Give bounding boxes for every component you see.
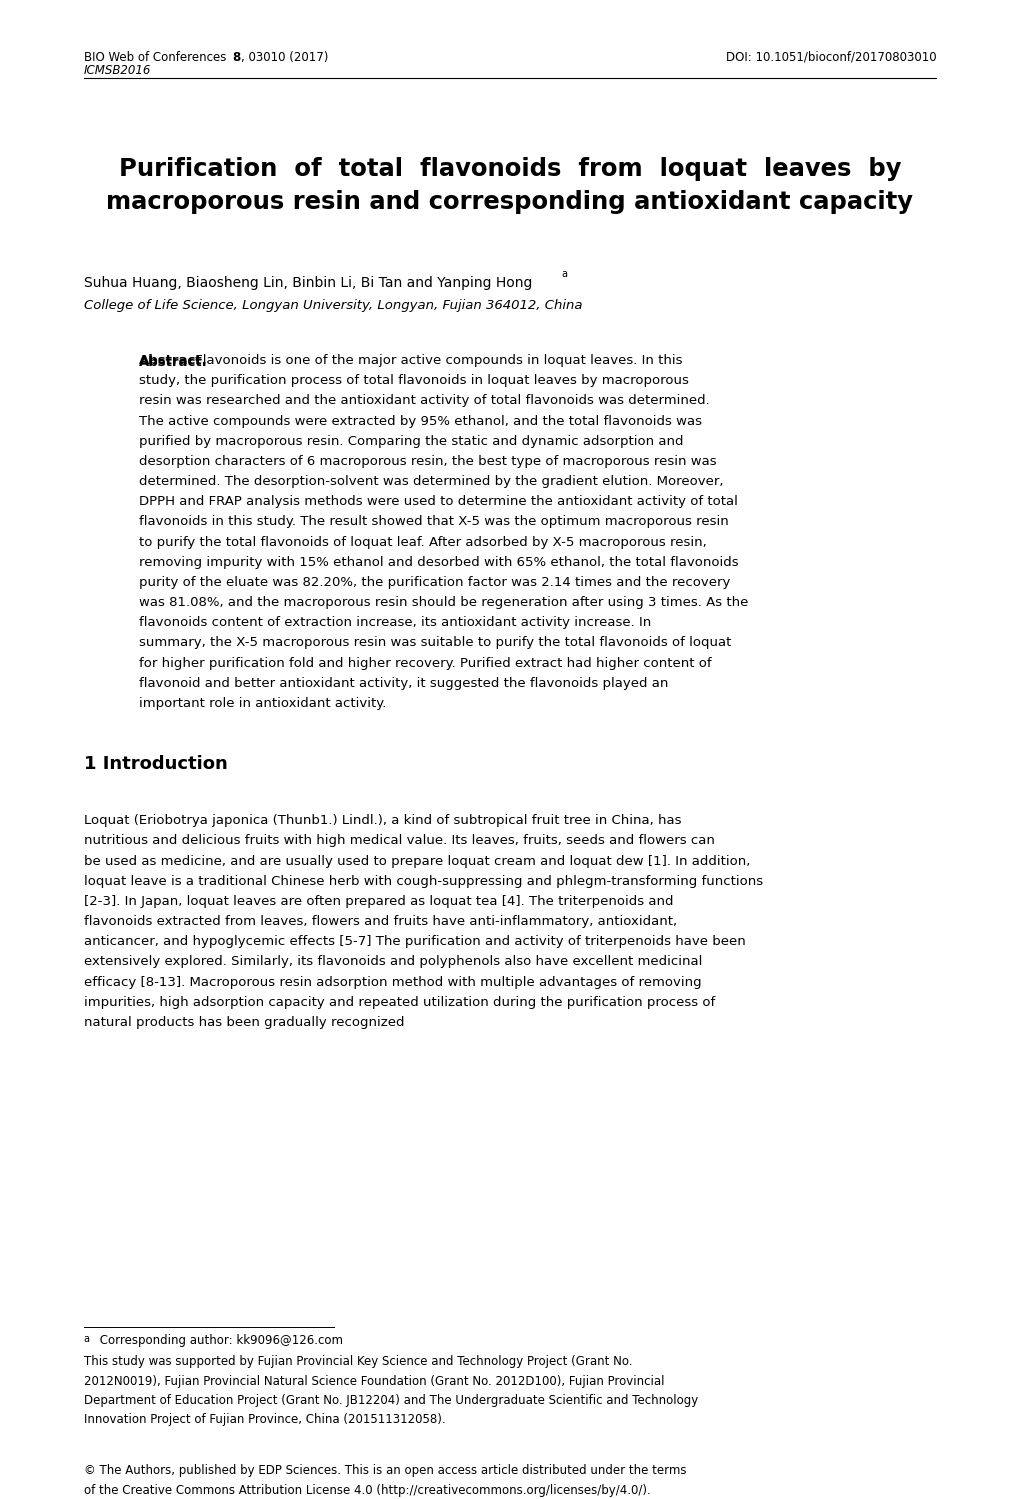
Text: Corresponding author: kk9096@126.com: Corresponding author: kk9096@126.com xyxy=(96,1334,342,1348)
Text: Loquat (Eriobotrya japonica (Thunb1.) Lindl.), a kind of subtropical fruit tree : Loquat (Eriobotrya japonica (Thunb1.) Li… xyxy=(84,814,681,827)
Text: [2-3]. In Japan, loquat leaves are often prepared as loquat tea [4]. The triterp: [2-3]. In Japan, loquat leaves are often… xyxy=(84,895,673,908)
Text: Abstract.: Abstract. xyxy=(139,354,207,367)
Text: efficacy [8-13]. Macroporous resin adsorption method with multiple advantages of: efficacy [8-13]. Macroporous resin adsor… xyxy=(84,976,700,989)
Text: ICMSB2016: ICMSB2016 xyxy=(84,64,151,78)
Text: purified by macroporous resin. Comparing the static and dynamic adsorption and: purified by macroporous resin. Comparing… xyxy=(139,435,683,448)
Text: of the Creative Commons Attribution License 4.0 (http://creativecommons.org/lice: of the Creative Commons Attribution Lice… xyxy=(84,1484,650,1496)
Text: BIO Web of Conferences: BIO Web of Conferences xyxy=(84,51,229,64)
Text: Department of Education Project (Grant No. JB12204) and The Undergraduate Scient: Department of Education Project (Grant N… xyxy=(84,1394,697,1408)
Text: impurities, high adsorption capacity and repeated utilization during the purific: impurities, high adsorption capacity and… xyxy=(84,995,714,1009)
Text: extensively explored. Similarly, its flavonoids and polyphenols also have excell: extensively explored. Similarly, its fla… xyxy=(84,955,701,968)
Text: nutritious and delicious fruits with high medical value. Its leaves, fruits, see: nutritious and delicious fruits with hig… xyxy=(84,835,713,847)
Text: a: a xyxy=(84,1334,90,1345)
Text: Suhua Huang, Biaosheng Lin, Binbin Li, Bi Tan and Yanping Hong: Suhua Huang, Biaosheng Lin, Binbin Li, B… xyxy=(84,276,531,291)
Text: flavonoids in this study. The result showed that X-5 was the optimum macroporous: flavonoids in this study. The result sho… xyxy=(139,516,728,529)
Text: study, the purification process of total flavonoids in loquat leaves by macropor: study, the purification process of total… xyxy=(139,375,688,387)
Text: The active compounds were extracted by 95% ethanol, and the total flavonoids was: The active compounds were extracted by 9… xyxy=(139,415,701,427)
Text: for higher purification fold and higher recovery. Purified extract had higher co: for higher purification fold and higher … xyxy=(139,657,710,670)
Text: 8: 8 xyxy=(231,51,240,64)
Text: natural products has been gradually recognized: natural products has been gradually reco… xyxy=(84,1016,404,1028)
Text: resin was researched and the antioxidant activity of total flavonoids was determ: resin was researched and the antioxidant… xyxy=(139,394,709,408)
Text: College of Life Science, Longyan University, Longyan, Fujian 364012, China: College of Life Science, Longyan Univers… xyxy=(84,298,582,312)
Text: a: a xyxy=(560,268,567,279)
Text: was 81.08%, and the macroporous resin should be regeneration after using 3 times: was 81.08%, and the macroporous resin sh… xyxy=(139,597,747,609)
Text: flavonoids content of extraction increase, its antioxidant activity increase. In: flavonoids content of extraction increas… xyxy=(139,616,650,630)
Text: purity of the eluate was 82.20%, the purification factor was 2.14 times and the : purity of the eluate was 82.20%, the pur… xyxy=(139,576,730,589)
Text: summary, the X-5 macroporous resin was suitable to purify the total flavonoids o: summary, the X-5 macroporous resin was s… xyxy=(139,637,731,649)
Text: flavonoids extracted from leaves, flowers and fruits have anti-inflammatory, ant: flavonoids extracted from leaves, flower… xyxy=(84,914,676,928)
Text: This study was supported by Fujian Provincial Key Science and Technology Project: This study was supported by Fujian Provi… xyxy=(84,1355,632,1369)
Text: to purify the total flavonoids of loquat leaf. After adsorbed by X-5 macroporous: to purify the total flavonoids of loquat… xyxy=(139,535,706,549)
Text: anticancer, and hypoglycemic effects [5-7] The purification and activity of trit: anticancer, and hypoglycemic effects [5-… xyxy=(84,935,745,949)
Text: Flavonoids is one of the major active compounds in loquat leaves. In this: Flavonoids is one of the major active co… xyxy=(191,354,682,367)
Text: flavonoid and better antioxidant activity, it suggested the flavonoids played an: flavonoid and better antioxidant activit… xyxy=(139,678,667,690)
Text: desorption characters of 6 macroporous resin, the best type of macroporous resin: desorption characters of 6 macroporous r… xyxy=(139,456,715,468)
Text: 1 Introduction: 1 Introduction xyxy=(84,754,227,772)
Text: Purification  of  total  flavonoids  from  loquat  leaves  by
macroporous resin : Purification of total flavonoids from lo… xyxy=(106,157,913,214)
Text: DPPH and FRAP analysis methods were used to determine the antioxidant activity o: DPPH and FRAP analysis methods were used… xyxy=(139,495,737,508)
Text: important role in antioxidant activity.: important role in antioxidant activity. xyxy=(139,697,386,711)
Text: removing impurity with 15% ethanol and desorbed with 65% ethanol, the total flav: removing impurity with 15% ethanol and d… xyxy=(139,556,738,568)
Text: be used as medicine, and are usually used to prepare loquat cream and loquat dew: be used as medicine, and are usually use… xyxy=(84,854,749,868)
Text: , 03010 (2017): , 03010 (2017) xyxy=(240,51,328,64)
Text: 2012N0019), Fujian Provincial Natural Science Foundation (Grant No. 2012D100), F: 2012N0019), Fujian Provincial Natural Sc… xyxy=(84,1375,663,1388)
Text: © The Authors, published by EDP Sciences. This is an open access article distrib: © The Authors, published by EDP Sciences… xyxy=(84,1465,686,1477)
Text: determined. The desorption-solvent was determined by the gradient elution. Moreo: determined. The desorption-solvent was d… xyxy=(139,475,722,489)
Text: DOI: 10.1051/bioconf/20170803010: DOI: 10.1051/bioconf/20170803010 xyxy=(726,51,935,64)
Text: loquat leave is a traditional Chinese herb with cough-suppressing and phlegm-tra: loquat leave is a traditional Chinese he… xyxy=(84,875,762,887)
Text: Abstract.: Abstract. xyxy=(139,355,207,369)
Text: Innovation Project of Fujian Province, China (201511312058).: Innovation Project of Fujian Province, C… xyxy=(84,1414,444,1427)
